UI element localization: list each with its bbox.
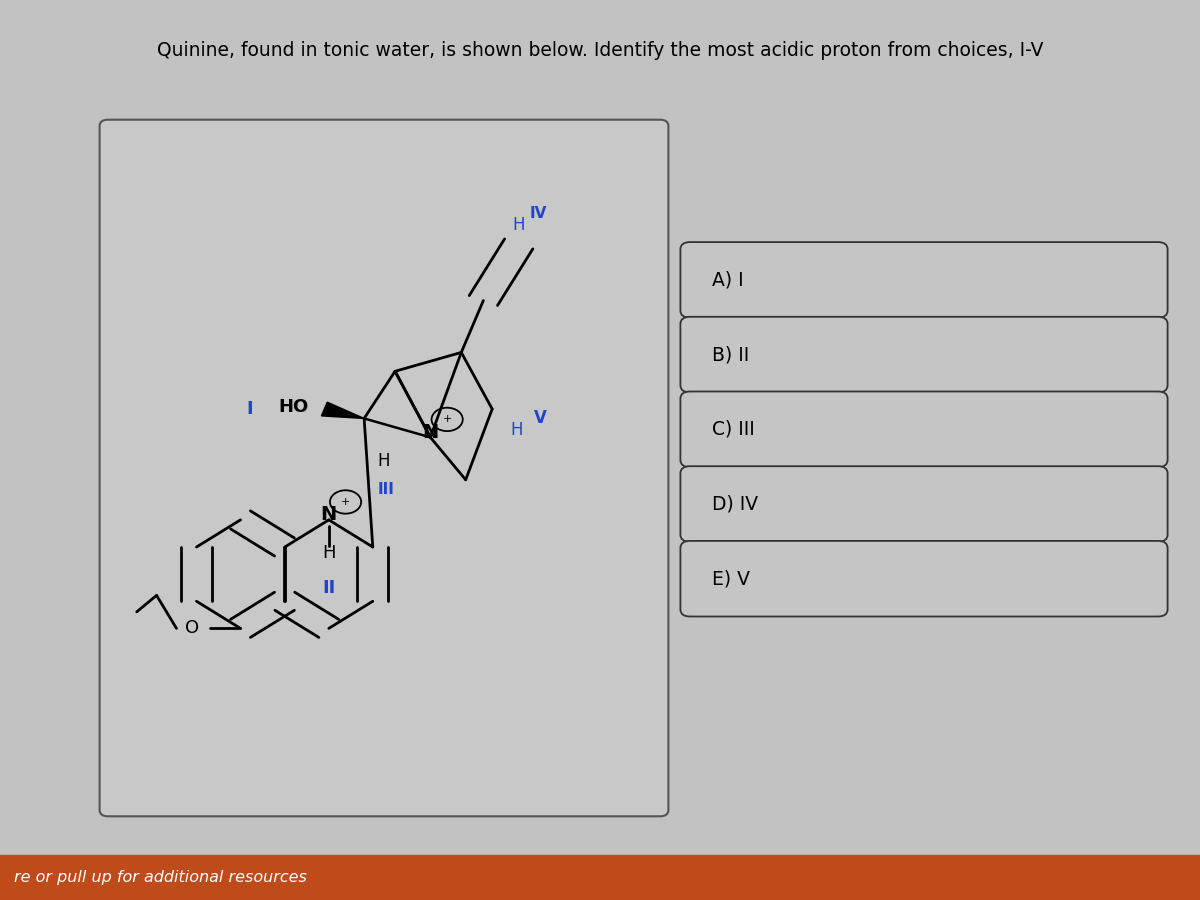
Text: H: H <box>322 544 336 562</box>
Text: HO: HO <box>278 398 308 416</box>
Text: I: I <box>246 400 253 418</box>
FancyBboxPatch shape <box>680 242 1168 318</box>
Text: D) IV: D) IV <box>712 494 757 514</box>
FancyBboxPatch shape <box>100 120 668 816</box>
Text: N: N <box>320 505 337 524</box>
Text: H: H <box>512 216 524 234</box>
Text: IV: IV <box>530 206 547 220</box>
Text: V: V <box>534 410 547 427</box>
Text: C) III: C) III <box>712 419 755 439</box>
Text: A) I: A) I <box>712 270 743 290</box>
Text: III: III <box>378 482 395 497</box>
FancyBboxPatch shape <box>680 392 1168 467</box>
Text: re or pull up for additional resources: re or pull up for additional resources <box>14 870 307 885</box>
FancyBboxPatch shape <box>680 466 1168 542</box>
Text: +: + <box>443 414 452 425</box>
Text: O: O <box>185 619 199 637</box>
Text: B) II: B) II <box>712 345 749 364</box>
Text: Quinine, found in tonic water, is shown below. Identify the most acidic proton f: Quinine, found in tonic water, is shown … <box>157 40 1043 60</box>
Text: H: H <box>378 452 390 470</box>
FancyBboxPatch shape <box>680 317 1168 392</box>
Text: II: II <box>322 580 336 598</box>
Text: N: N <box>422 423 438 442</box>
Text: +: + <box>341 497 350 507</box>
Text: H: H <box>510 421 523 439</box>
FancyBboxPatch shape <box>680 541 1168 616</box>
Text: E) V: E) V <box>712 569 750 589</box>
Bar <box>0 855 1200 900</box>
Polygon shape <box>322 402 364 418</box>
